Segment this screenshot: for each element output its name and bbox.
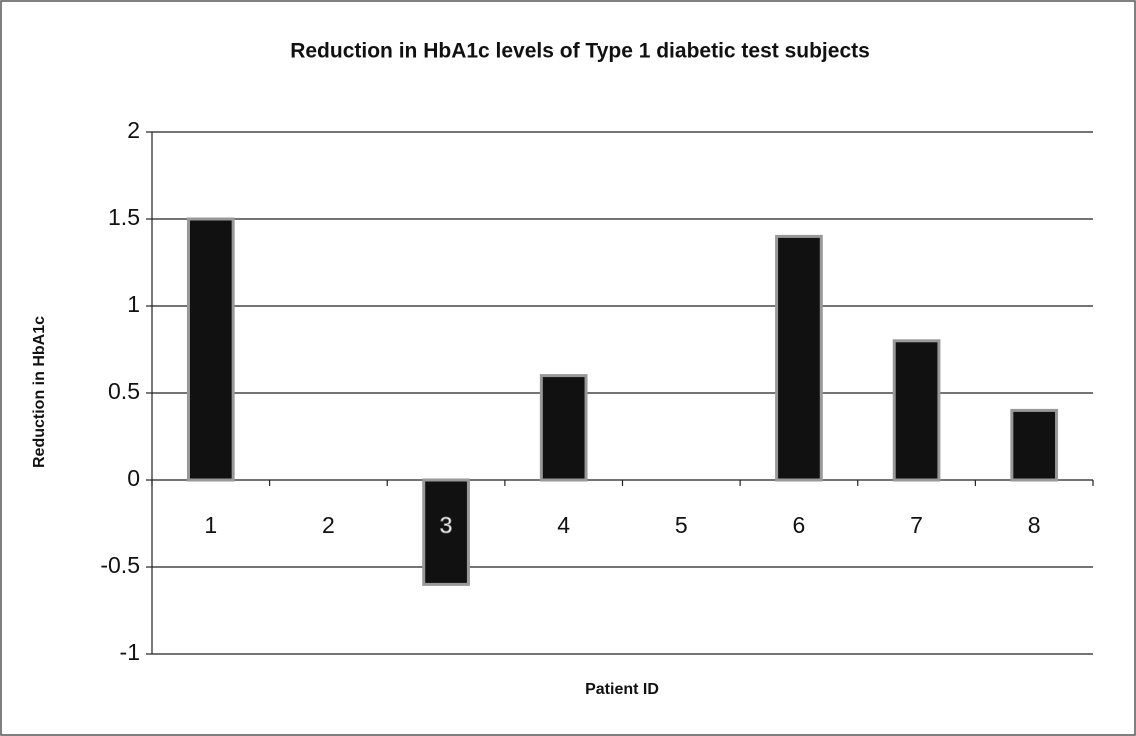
x-tick-label: 4 <box>557 512 570 538</box>
x-tick-label: 1 <box>204 512 217 538</box>
x-tick-label: 3 <box>440 512 453 538</box>
bar <box>186 217 235 482</box>
y-tick-label: -1 <box>120 639 140 665</box>
y-axis-label: Reduction in HbA1c <box>31 316 48 468</box>
y-tick-label: 0.5 <box>108 378 140 404</box>
y-tick-label: 0 <box>127 465 140 491</box>
x-tick-label: 7 <box>910 512 923 538</box>
bar <box>1010 408 1059 482</box>
chart-title: Reduction in HbA1c levels of Type 1 diab… <box>290 40 870 63</box>
y-tick-label: 1 <box>127 291 140 317</box>
x-axis-label: Patient ID <box>585 681 659 698</box>
bar <box>892 339 941 482</box>
y-tick-label: -0.5 <box>100 552 140 578</box>
x-tick-label: 8 <box>1028 512 1041 538</box>
y-tick-label: 2 <box>127 117 140 143</box>
x-tick-label: 6 <box>793 512 806 538</box>
y-tick-label: 1.5 <box>108 204 140 230</box>
x-tick-label: 2 <box>322 512 335 538</box>
bar <box>422 478 470 586</box>
bar <box>775 234 823 482</box>
bar <box>539 374 588 482</box>
x-tick-label: 5 <box>675 512 688 538</box>
